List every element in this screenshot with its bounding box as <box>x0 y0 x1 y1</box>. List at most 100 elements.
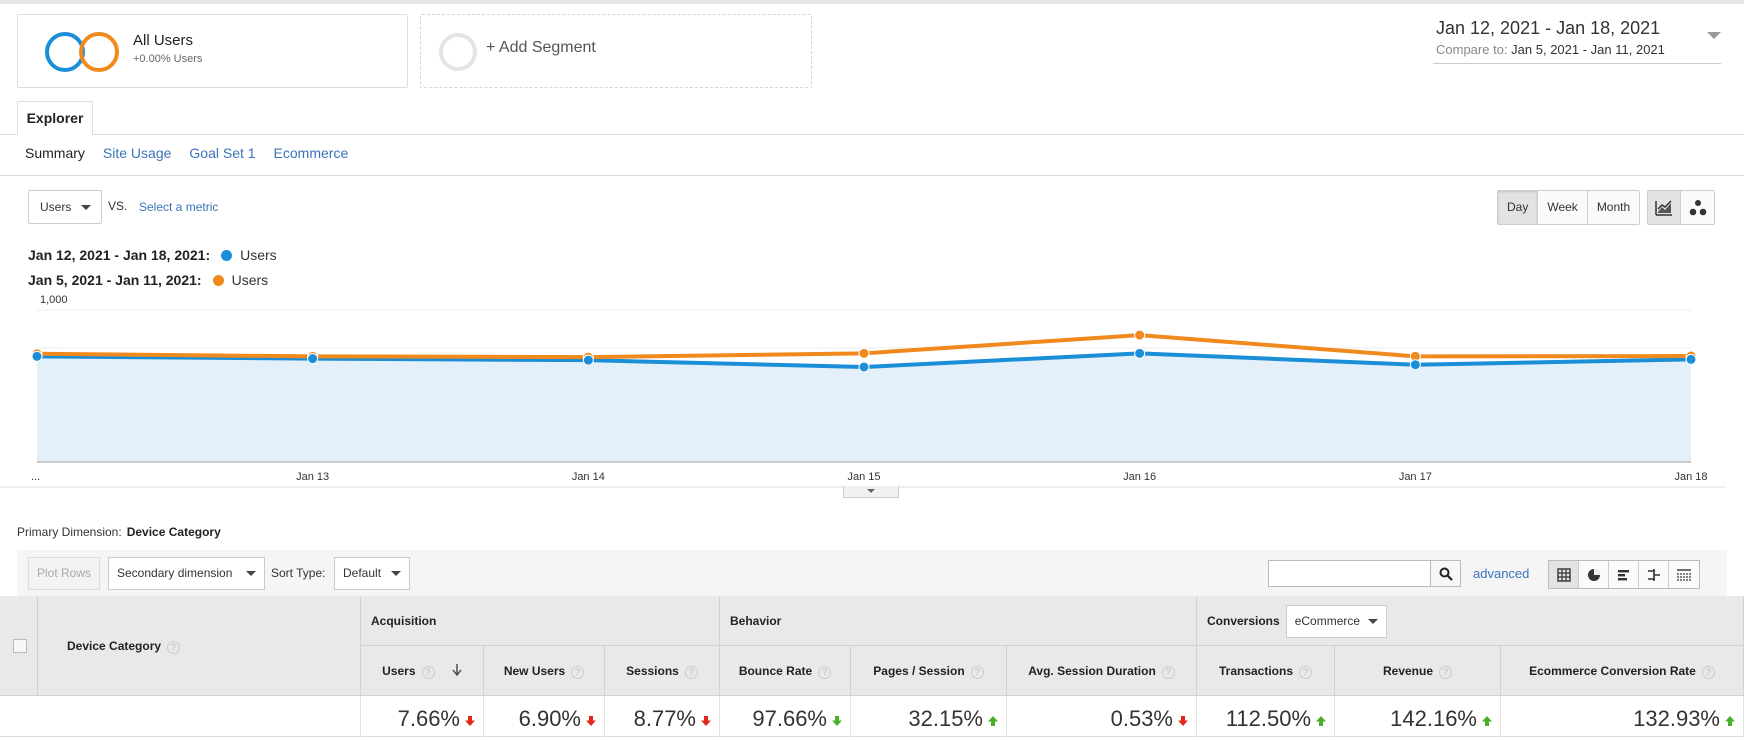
arrow-up-icon <box>1482 716 1492 726</box>
chart-resize-handle[interactable] <box>843 486 899 498</box>
totals-cell: 0.53% <box>1007 696 1197 737</box>
help-icon[interactable]: ? <box>421 666 435 679</box>
subnav-summary[interactable]: Summary <box>25 145 85 161</box>
totals-cell: 32.15% <box>851 696 1007 737</box>
data-point <box>858 347 870 359</box>
sort-descending-icon <box>452 664 462 677</box>
column-bounce-rate[interactable]: Bounce Rate? <box>720 646 851 696</box>
conversions-group-label: Conversions <box>1207 614 1280 628</box>
help-icon[interactable]: ? <box>1161 666 1175 679</box>
secondary-dimension-select[interactable]: Secondary dimension <box>108 557 265 590</box>
date-range-compare: Compare to: Jan 5, 2021 - Jan 11, 2021 <box>1436 42 1665 57</box>
data-point <box>858 361 870 373</box>
totals-dimension-cell <box>0 696 361 737</box>
x-tick-label: Jan 15 <box>847 471 880 483</box>
advanced-filter-link[interactable]: advanced <box>1473 566 1530 581</box>
caret-down-icon <box>867 489 875 493</box>
add-segment-button[interactable]: + Add Segment <box>420 14 812 88</box>
data-point <box>1409 359 1421 371</box>
totals-cell: 7.66% <box>361 696 484 737</box>
select-a-metric-link[interactable]: Select a metric <box>139 200 219 214</box>
legend-dot-icon <box>212 275 224 286</box>
pie-chart-icon[interactable] <box>1579 561 1609 588</box>
arrow-down-icon <box>832 716 842 726</box>
sort-type-select[interactable]: Default <box>334 557 410 590</box>
column-revenue[interactable]: Revenue? <box>1335 646 1501 696</box>
search-icon[interactable] <box>1431 560 1461 587</box>
arrow-up-icon <box>1316 716 1326 726</box>
table-view-icon[interactable] <box>1549 561 1579 588</box>
select-all-checkbox[interactable] <box>13 639 27 653</box>
tab-explorer[interactable]: Explorer <box>17 101 93 135</box>
totals-value: 142.16% <box>1390 706 1477 731</box>
select-all-cell <box>0 596 38 696</box>
column-ecommerce-conversion-rate[interactable]: Ecommerce Conversion Rate? <box>1501 646 1744 696</box>
column-transactions[interactable]: Transactions? <box>1197 646 1335 696</box>
totals-value: 0.53% <box>1110 706 1173 731</box>
legend-previous-range: Jan 5, 2021 - Jan 11, 2021: <box>28 272 202 288</box>
motion-chart-icon[interactable] <box>1681 191 1714 224</box>
line-chart-icon[interactable] <box>1648 191 1681 224</box>
segment-all-users[interactable]: All Users +0.00% Users <box>17 14 408 88</box>
help-icon[interactable]: ? <box>167 641 181 654</box>
help-icon[interactable]: ? <box>1701 666 1715 679</box>
subnav-ecommerce[interactable]: Ecommerce <box>273 145 349 161</box>
totals-value: 8.77% <box>633 706 696 731</box>
arrow-down-icon <box>701 716 711 726</box>
column-new-users[interactable]: New Users? <box>484 646 605 696</box>
conversions-select-value: eCommerce <box>1294 614 1361 629</box>
legend-current-name: Users <box>240 247 277 263</box>
y-tick-label: 1,000 <box>40 295 68 306</box>
period-month-button[interactable]: Month <box>1587 191 1640 224</box>
segment-title: All Users <box>133 32 194 49</box>
arrow-down-icon <box>1178 716 1188 726</box>
chevron-down-icon[interactable] <box>1707 32 1721 39</box>
metric-select[interactable]: Users <box>28 190 102 224</box>
segment-circles-icon <box>45 32 125 72</box>
help-icon[interactable]: ? <box>1299 666 1313 679</box>
bar-performance-icon[interactable] <box>1609 561 1639 588</box>
comparison-icon[interactable] <box>1639 561 1669 588</box>
column-revenue-label: Revenue <box>1382 664 1434 678</box>
totals-value: 112.50% <box>1225 706 1311 731</box>
date-range-picker[interactable]: Jan 12, 2021 - Jan 18, 2021 Compare to: … <box>1433 14 1721 64</box>
help-icon[interactable]: ? <box>571 666 585 679</box>
totals-value: 7.66% <box>397 706 460 731</box>
legend-previous: Jan 5, 2021 - Jan 11, 2021: Users <box>28 272 268 288</box>
legend-previous-name: Users <box>231 272 269 288</box>
column-sessions[interactable]: Sessions? <box>605 646 720 696</box>
period-day-button[interactable]: Day <box>1498 191 1539 224</box>
help-icon[interactable]: ? <box>1439 666 1453 679</box>
conversions-select[interactable]: eCommerce <box>1285 605 1388 639</box>
report-table: Device Category? Acquisition Behavior Co… <box>0 596 1744 737</box>
column-new-users-label: New Users <box>503 664 566 678</box>
explorer-subnav: Summary Site Usage Goal Set 1 Ecommerce <box>25 145 348 161</box>
term-cloud-icon[interactable] <box>1669 561 1699 588</box>
help-icon[interactable]: ? <box>970 666 984 679</box>
period-toggle: Day Week Month <box>1497 190 1641 225</box>
column-transactions-label: Transactions <box>1218 664 1294 678</box>
acquisition-group-header: Acquisition <box>361 596 720 646</box>
top-divider <box>0 0 1744 4</box>
column-avg-session-duration[interactable]: Avg. Session Duration? <box>1007 646 1197 696</box>
sort-type-value: Default <box>343 566 382 580</box>
period-week-button[interactable]: Week <box>1538 191 1588 224</box>
column-ecommerce-conversion-rate-label: Ecommerce Conversion Rate <box>1529 664 1696 678</box>
subnav-site-usage[interactable]: Site Usage <box>102 145 172 161</box>
column-users[interactable]: Users? <box>361 646 484 696</box>
column-sessions-label: Sessions <box>626 664 679 678</box>
data-point <box>307 353 319 365</box>
totals-value: 97.66% <box>752 706 827 731</box>
table-search-input[interactable] <box>1268 560 1431 587</box>
device-category-header[interactable]: Device Category? <box>38 596 361 696</box>
help-icon[interactable]: ? <box>684 666 698 679</box>
arrow-down-icon <box>465 716 475 726</box>
column-pages-per-session[interactable]: Pages / Session? <box>851 646 1007 696</box>
x-tick-label: Jan 17 <box>1399 471 1432 483</box>
date-range-main: Jan 12, 2021 - Jan 18, 2021 <box>1436 18 1661 38</box>
subnav-goal-set-1[interactable]: Goal Set 1 <box>189 145 256 161</box>
totals-value: 32.15% <box>908 706 983 731</box>
plot-rows-button[interactable]: Plot Rows <box>28 557 100 590</box>
data-point <box>1685 353 1697 365</box>
help-icon[interactable]: ? <box>818 666 832 679</box>
